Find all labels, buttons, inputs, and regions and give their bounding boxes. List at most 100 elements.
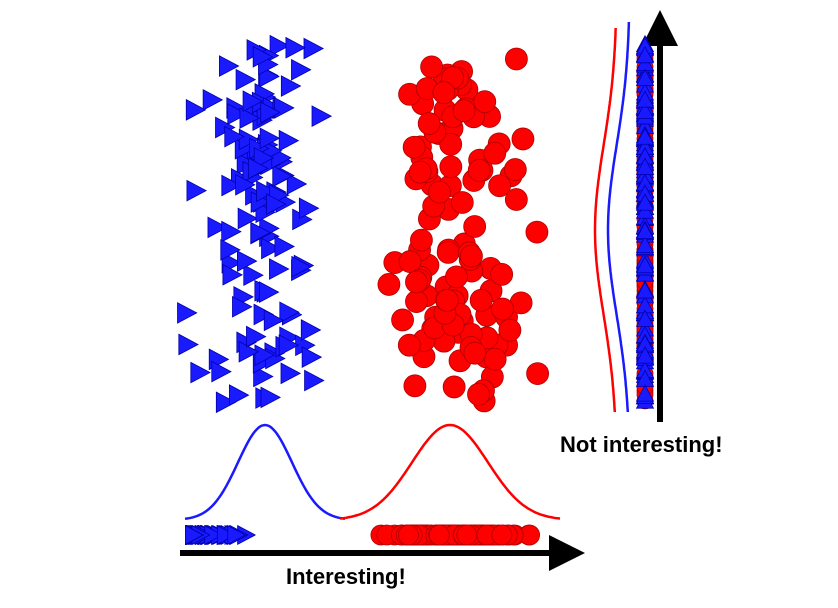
red-circle-point xyxy=(432,81,456,105)
blue-projected-triangle-vertical xyxy=(635,346,655,364)
blue-density-curve-horizontal xyxy=(184,423,346,521)
blue-triangle-point xyxy=(269,258,290,280)
blue-triangle-point xyxy=(235,68,257,91)
red-circle-point xyxy=(452,99,476,123)
blue-triangle-point xyxy=(232,295,253,318)
blue-triangle-point xyxy=(250,221,271,244)
blue-triangle-point xyxy=(219,55,240,77)
red-circle-point xyxy=(410,228,433,252)
blue-triangle-point xyxy=(260,386,282,409)
red-projected-circle xyxy=(456,524,478,546)
blue-projected-triangle-vertical xyxy=(635,255,655,274)
blue-triangle-point xyxy=(237,250,258,272)
blue-projected-triangle-vertical xyxy=(635,193,655,211)
blue-triangle-point xyxy=(260,101,281,124)
blue-triangle-point xyxy=(272,165,293,187)
blue-triangle-point xyxy=(254,344,275,366)
blue-triangle-point xyxy=(311,105,333,127)
blue-projected-points-horizontal xyxy=(185,524,257,546)
blue-triangle-point xyxy=(221,220,242,243)
blue-triangle-point xyxy=(304,369,325,392)
blue-triangle-point xyxy=(280,75,302,97)
red-circle-point xyxy=(469,288,493,312)
blue-projected-triangle xyxy=(185,524,204,546)
red-circle-point xyxy=(377,273,401,296)
blue-triangle-point xyxy=(246,325,267,348)
blue-triangle-point xyxy=(298,197,320,220)
red-circle-point xyxy=(420,55,444,79)
red-projected-points-horizontal xyxy=(370,524,541,546)
interesting-label: Interesting! xyxy=(286,564,406,589)
blue-projected-triangle-vertical xyxy=(635,384,655,402)
blue-triangle-point xyxy=(253,147,275,169)
blue-triangle-point xyxy=(269,34,291,57)
blue-triangle-point xyxy=(278,129,300,152)
red-circle-point xyxy=(488,174,511,198)
red-circle-point xyxy=(436,240,460,264)
blue-triangle-point xyxy=(185,98,207,121)
blue-triangle-point xyxy=(259,127,281,150)
blue-projected-triangle-vertical xyxy=(635,281,655,299)
horizontal-projection xyxy=(180,423,585,571)
blue-triangle-point xyxy=(253,365,274,388)
blue-triangle-point xyxy=(190,361,211,384)
blue-triangle-point xyxy=(248,157,269,180)
blue-triangle-point xyxy=(211,360,232,383)
red-circle-point xyxy=(504,188,528,211)
red-projected-circle xyxy=(398,524,419,546)
blue-triangle-point xyxy=(177,302,198,324)
blue-triangle-point xyxy=(252,45,274,68)
blue-triangle-point xyxy=(207,216,229,239)
blue-triangle-point xyxy=(243,264,264,287)
blue-triangle-point xyxy=(263,309,285,332)
red-circle-point xyxy=(473,90,497,114)
blue-triangle-point xyxy=(222,263,243,286)
red-circle-point xyxy=(526,362,550,386)
red-circle-point xyxy=(498,318,522,342)
blue-triangle-point xyxy=(291,255,312,278)
red-circle-point xyxy=(442,375,466,399)
red-circle-point xyxy=(439,155,463,179)
red-circle-point xyxy=(417,112,441,135)
blue-triangle-point xyxy=(280,362,302,385)
red-circle-point xyxy=(450,191,474,214)
blue-triangle-point xyxy=(238,340,260,363)
red-circle-point xyxy=(403,374,427,398)
red-circle-point xyxy=(467,158,491,182)
red-circle-point xyxy=(490,262,514,286)
red-circle-point xyxy=(463,215,487,238)
red-circle-point xyxy=(402,135,426,159)
red-circle-point xyxy=(463,341,487,365)
blue-projected-triangle-vertical xyxy=(635,90,655,108)
blue-projected-triangle-vertical xyxy=(635,68,655,87)
red-circle-point xyxy=(445,265,468,289)
blue-projected-triangle xyxy=(217,524,236,546)
blue-triangle-point xyxy=(228,384,250,406)
blue-triangle-point xyxy=(224,125,245,148)
blue-triangle-point xyxy=(301,346,323,368)
red-circle-point xyxy=(491,297,514,321)
red-circle-point xyxy=(460,244,483,268)
red-circle-point xyxy=(408,160,432,184)
blue-projected-triangle xyxy=(227,524,247,546)
blue-triangle-point xyxy=(237,207,259,230)
red-circle-point xyxy=(428,180,451,204)
red-circle-point xyxy=(511,127,535,151)
not-interesting-label: Not interesting! xyxy=(560,432,723,457)
red-circle-point xyxy=(391,308,414,332)
blue-triangle-cluster xyxy=(177,34,333,414)
blue-triangle-point xyxy=(202,89,224,111)
blue-triangle-point xyxy=(258,281,280,303)
red-circle-point xyxy=(483,347,507,371)
blue-triangle-point xyxy=(186,179,207,202)
red-circle-point xyxy=(503,158,527,181)
blue-triangle-point xyxy=(274,235,295,258)
blue-projected-triangle-vertical xyxy=(635,45,655,64)
blue-triangle-point xyxy=(242,90,264,113)
blue-triangle-point xyxy=(235,173,256,196)
blue-triangle-point xyxy=(278,334,300,357)
red-circle-point xyxy=(467,382,490,406)
blue-projected-triangle-vertical xyxy=(635,101,655,119)
